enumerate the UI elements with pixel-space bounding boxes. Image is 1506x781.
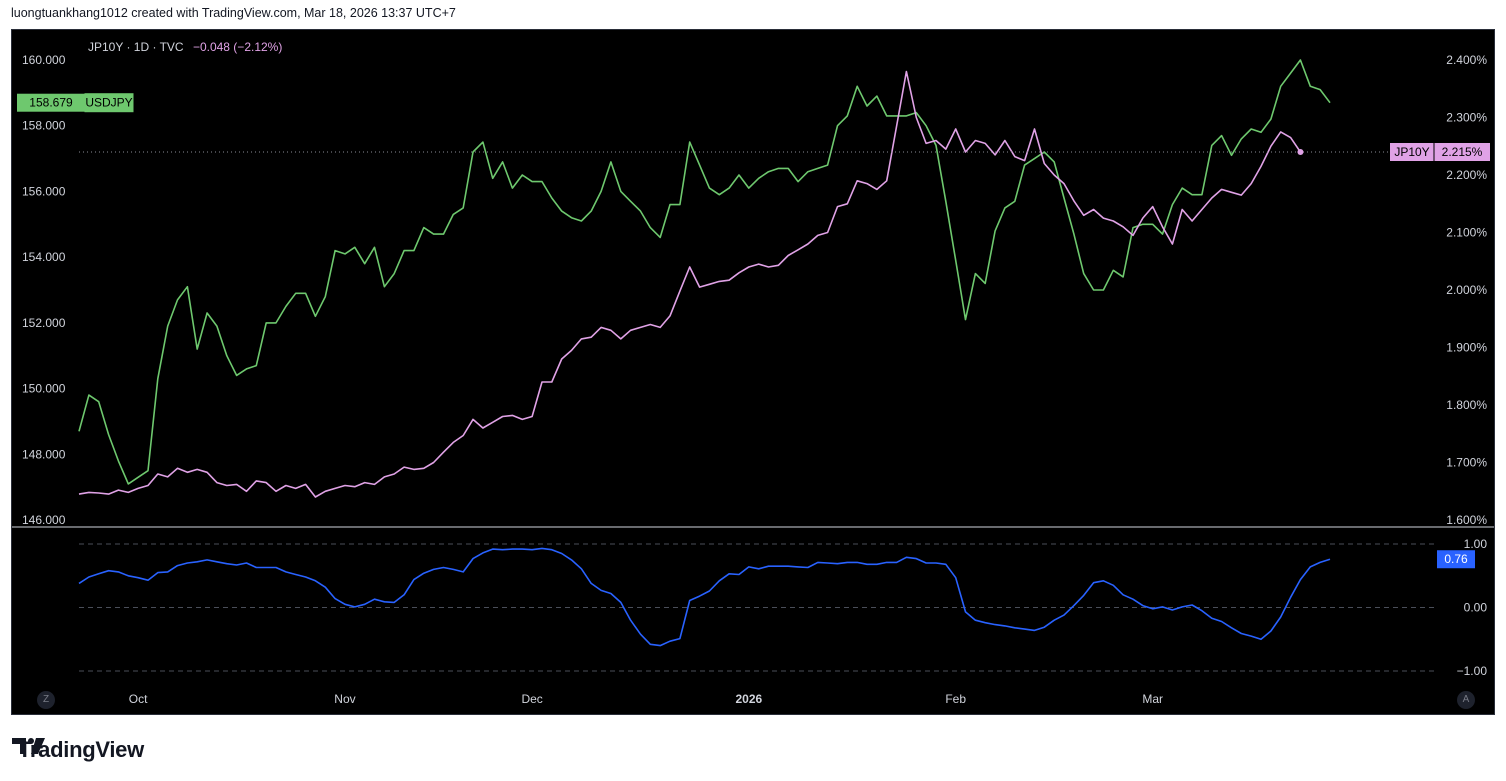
x-axis-tick-label: 2026 <box>735 692 762 706</box>
right-axis-tick-label: 1.900% <box>1446 341 1487 355</box>
left-axis-tick-label: 154.000 <box>22 250 66 264</box>
right-axis-tick-label: 1.600% <box>1446 513 1487 527</box>
jp10y-value-badge-text: 2.215% <box>1442 145 1483 159</box>
x-axis-tick-label: Oct <box>129 692 148 706</box>
right-axis-tick-label: 2.100% <box>1446 226 1487 240</box>
jp10y-name-badge-text: JP10Y <box>1394 145 1429 159</box>
left-axis-tick-label: 148.000 <box>22 447 66 461</box>
right-axis-tick-label: 2.000% <box>1446 283 1487 297</box>
left-axis-tick-label: 156.000 <box>22 184 66 198</box>
chart-svg[interactable]: 146.000 148.000 150.000 152.000 154.000 156.0… <box>12 30 1495 715</box>
left-axis-tick-label: 160.000 <box>22 53 66 67</box>
x-axis-tick-label: Mar <box>1142 692 1163 706</box>
usdjpy-name-badge-text: USDJPY <box>85 96 132 110</box>
right-axis-tick-label: 2.200% <box>1446 168 1487 182</box>
jp10y-series-line <box>79 72 1300 498</box>
correlation-axis-tick-label: 0.00 <box>1464 601 1488 615</box>
left-axis-tick-label: 152.000 <box>22 316 66 330</box>
symbol-legend-change: −0.048 (−2.12%) <box>193 40 282 54</box>
correlation-axis-tick-label: 1.00 <box>1464 537 1488 551</box>
right-axis-tick-label: 2.400% <box>1446 53 1487 67</box>
right-axis-tick-label: 1.700% <box>1446 456 1487 470</box>
symbol-legend: JP10Y · 1D · TVC −0.048 (−2.12%) <box>88 40 282 54</box>
footer-brand: TradingView <box>12 736 144 764</box>
left-axis-tick-label: 158.000 <box>22 119 66 133</box>
jp10y-last-point <box>1297 149 1303 155</box>
right-axis-tick-label: 2.300% <box>1446 111 1487 125</box>
left-axis-tick-label: 150.000 <box>22 382 66 396</box>
tradingview-logo-icon <box>12 736 48 756</box>
usdjpy-value-badge-text: 158.679 <box>29 96 73 110</box>
auto-scale-right-button[interactable]: A <box>1457 691 1475 709</box>
symbol-legend-title: JP10Y · 1D · TVC <box>88 40 184 54</box>
left-axis-tick-label: 146.000 <box>22 513 66 527</box>
correlation-series-line <box>79 548 1330 645</box>
usdjpy-series-line <box>79 60 1330 484</box>
x-axis-tick-label: Feb <box>945 692 966 706</box>
x-axis-tick-label: Dec <box>521 692 542 706</box>
right-axis-tick-label: 1.800% <box>1446 398 1487 412</box>
correlation-value-badge-text: 0.76 <box>1444 552 1468 566</box>
chart-frame[interactable]: 146.000 148.000 150.000 152.000 154.000 156.0… <box>11 29 1495 715</box>
chart-caption: luongtuankhang1012 created with TradingV… <box>11 6 456 26</box>
correlation-axis-tick-label: −1.00 <box>1457 664 1488 678</box>
auto-scale-left-button[interactable]: Z <box>37 691 55 709</box>
x-axis-tick-label: Nov <box>334 692 355 706</box>
